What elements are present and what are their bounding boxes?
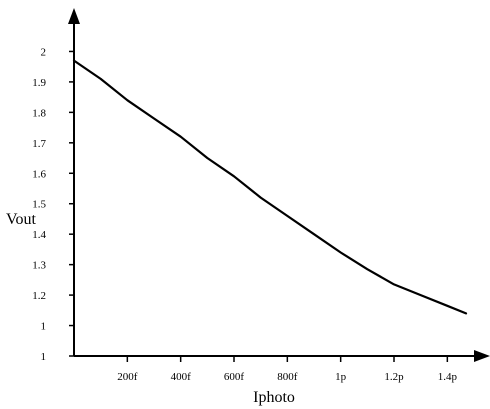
series-group [72, 59, 468, 315]
y-tick-label: 1.8 [32, 107, 46, 119]
x-tick-label: 1p [335, 371, 347, 383]
y-axis-title: Vout [6, 211, 36, 228]
y-tick-label: 1.7 [32, 138, 46, 150]
y-tick-label: 1 [41, 351, 47, 363]
y-axis-arrow [68, 8, 80, 24]
x-tick-label: 800f [277, 371, 298, 383]
y-tick-label: 1.6 [32, 168, 46, 180]
y-ticks: 1 1 1.2 1.3 1.4 1.5 1.6 1.7 1.8 1.9 2 [32, 46, 74, 363]
series-line-0 [72, 59, 468, 315]
y-tick-label: 2 [41, 46, 47, 58]
x-tick-label: 600f [224, 371, 245, 383]
x-tick-label: 400f [171, 371, 192, 383]
y-tick-label: 1.5 [32, 199, 46, 211]
x-ticks: 200f 400f 600f 800f 1p 1.2p 1.4p [117, 356, 457, 383]
y-tick-label: 1.2 [32, 290, 46, 302]
y-tick-label: 1 [41, 321, 47, 333]
x-axis [74, 350, 490, 362]
x-axis-title: Iphoto [253, 389, 295, 406]
y-tick-label: 1.9 [32, 77, 46, 89]
y-axis [68, 8, 80, 356]
y-tick-label: 1.3 [32, 260, 46, 272]
x-tick-label: 1.4p [438, 371, 458, 383]
x-tick-label: 200f [117, 371, 138, 383]
y-tick-label: 1.4 [32, 229, 46, 241]
x-tick-label: 1.2p [384, 371, 404, 383]
x-axis-arrow [474, 350, 490, 362]
